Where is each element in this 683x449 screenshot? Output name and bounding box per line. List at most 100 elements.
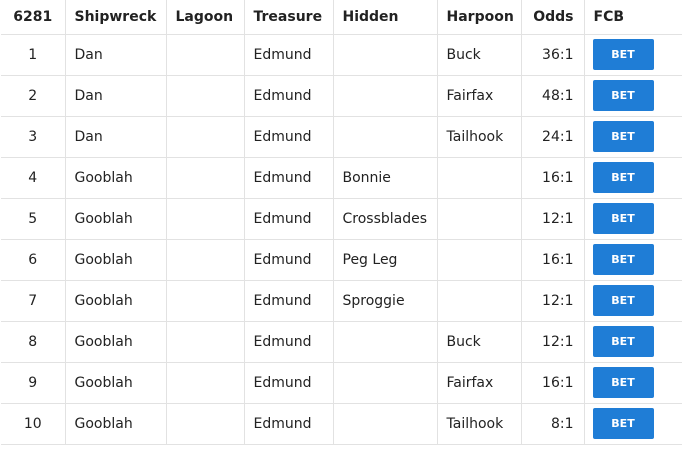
cell-hidden — [332, 403, 437, 445]
bet-button[interactable]: BET — [592, 39, 654, 70]
header-odds: Odds — [520, 0, 584, 35]
bet-button[interactable]: BET — [592, 203, 654, 234]
cell-hidden — [332, 75, 437, 117]
cell-hidden — [332, 362, 437, 404]
bet-button[interactable]: BET — [592, 408, 654, 439]
cell-odds: 16:1 — [520, 157, 584, 199]
cell-shipwreck: Dan — [64, 116, 166, 158]
table-row: 8 Gooblah Edmund Buck 12:1 BET — [1, 321, 682, 363]
table-row: 10 Gooblah Edmund Tailhook 8:1 BET — [1, 403, 682, 445]
cell-lagoon — [165, 157, 244, 199]
cell-hidden: Sproggie — [332, 280, 437, 322]
cell-odds: 16:1 — [520, 362, 584, 404]
bet-button[interactable]: BET — [592, 162, 654, 193]
bet-button[interactable]: BET — [592, 285, 654, 316]
cell-fcb: BET — [583, 116, 682, 158]
cell-hidden — [332, 321, 437, 363]
cell-shipwreck: Gooblah — [64, 198, 166, 240]
header-number: 6281 — [1, 0, 65, 35]
cell-lagoon — [165, 403, 244, 445]
cell-harpoon: Buck — [436, 34, 521, 76]
cell-treasure: Edmund — [243, 198, 333, 240]
cell-harpoon: Tailhook — [436, 403, 521, 445]
cell-lagoon — [165, 321, 244, 363]
cell-harpoon — [436, 157, 521, 199]
header-lagoon: Lagoon — [165, 0, 244, 35]
header-fcb: FCB — [583, 0, 682, 35]
table-row: 6 Gooblah Edmund Peg Leg 16:1 BET — [1, 239, 682, 281]
cell-fcb: BET — [583, 157, 682, 199]
cell-shipwreck: Gooblah — [64, 157, 166, 199]
cell-lagoon — [165, 34, 244, 76]
cell-fcb: BET — [583, 280, 682, 322]
cell-shipwreck: Gooblah — [64, 239, 166, 281]
cell-odds: 48:1 — [520, 75, 584, 117]
cell-treasure: Edmund — [243, 116, 333, 158]
cell-fcb: BET — [583, 362, 682, 404]
cell-treasure: Edmund — [243, 34, 333, 76]
bet-button[interactable]: BET — [592, 367, 654, 398]
cell-lagoon — [165, 75, 244, 117]
table-row: 2 Dan Edmund Fairfax 48:1 BET — [1, 75, 682, 117]
header-harpoon: Harpoon — [436, 0, 521, 35]
cell-lagoon — [165, 198, 244, 240]
cell-odds: 8:1 — [520, 403, 584, 445]
header-row: 6281 Shipwreck Lagoon Treasure Hidden Ha… — [1, 0, 682, 35]
header-shipwreck: Shipwreck — [64, 0, 166, 35]
cell-treasure: Edmund — [243, 321, 333, 363]
bet-button[interactable]: BET — [592, 80, 654, 111]
table-row: 7 Gooblah Edmund Sproggie 12:1 BET — [1, 280, 682, 322]
cell-shipwreck: Gooblah — [64, 403, 166, 445]
header-hidden: Hidden — [332, 0, 437, 35]
cell-lagoon — [165, 116, 244, 158]
cell-fcb: BET — [583, 75, 682, 117]
cell-odds: 36:1 — [520, 34, 584, 76]
cell-odds: 12:1 — [520, 280, 584, 322]
cell-harpoon — [436, 280, 521, 322]
cell-lagoon — [165, 239, 244, 281]
cell-harpoon: Fairfax — [436, 75, 521, 117]
cell-hidden: Bonnie — [332, 157, 437, 199]
cell-fcb: BET — [583, 198, 682, 240]
cell-treasure: Edmund — [243, 362, 333, 404]
cell-number: 4 — [1, 157, 65, 199]
cell-number: 1 — [1, 34, 65, 76]
cell-number: 3 — [1, 116, 65, 158]
cell-number: 10 — [1, 403, 65, 445]
bet-button[interactable]: BET — [592, 121, 654, 152]
cell-harpoon: Buck — [436, 321, 521, 363]
cell-number: 2 — [1, 75, 65, 117]
cell-lagoon — [165, 280, 244, 322]
cell-harpoon — [436, 239, 521, 281]
cell-hidden: Peg Leg — [332, 239, 437, 281]
bet-button[interactable]: BET — [592, 326, 654, 357]
cell-harpoon — [436, 198, 521, 240]
cell-treasure: Edmund — [243, 239, 333, 281]
table-row: 9 Gooblah Edmund Fairfax 16:1 BET — [1, 362, 682, 404]
cell-fcb: BET — [583, 403, 682, 445]
cell-harpoon: Fairfax — [436, 362, 521, 404]
cell-number: 9 — [1, 362, 65, 404]
cell-hidden — [332, 116, 437, 158]
header-treasure: Treasure — [243, 0, 333, 35]
cell-shipwreck: Gooblah — [64, 280, 166, 322]
cell-treasure: Edmund — [243, 280, 333, 322]
cell-harpoon: Tailhook — [436, 116, 521, 158]
cell-lagoon — [165, 362, 244, 404]
cell-hidden — [332, 34, 437, 76]
cell-odds: 12:1 — [520, 198, 584, 240]
table-row: 3 Dan Edmund Tailhook 24:1 BET — [1, 116, 682, 158]
cell-fcb: BET — [583, 321, 682, 363]
table-row: 4 Gooblah Edmund Bonnie 16:1 BET — [1, 157, 682, 199]
cell-treasure: Edmund — [243, 403, 333, 445]
cell-treasure: Edmund — [243, 157, 333, 199]
table-row: 1 Dan Edmund Buck 36:1 BET — [1, 34, 682, 76]
cell-number: 6 — [1, 239, 65, 281]
cell-odds: 16:1 — [520, 239, 584, 281]
cell-shipwreck: Dan — [64, 34, 166, 76]
cell-fcb: BET — [583, 239, 682, 281]
table-body: 1 Dan Edmund Buck 36:1 BET 2 Dan Edmund Fairfax 48… — [1, 34, 682, 445]
bet-button[interactable]: BET — [592, 244, 654, 275]
cell-number: 8 — [1, 321, 65, 363]
